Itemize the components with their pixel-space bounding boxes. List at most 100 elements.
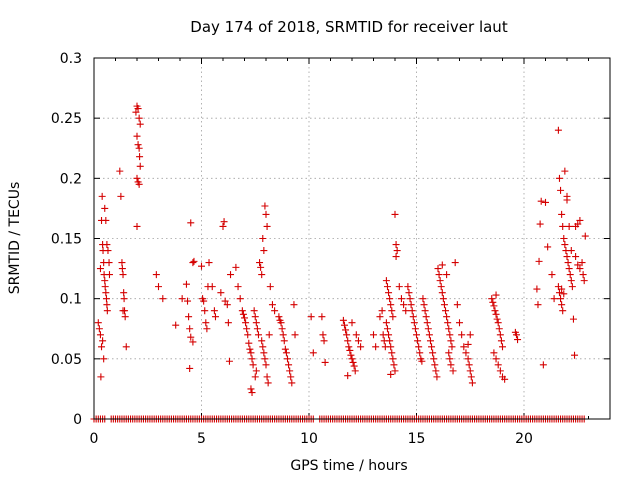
data-point (278, 325, 286, 333)
data-point (378, 307, 386, 315)
data-point (284, 355, 291, 363)
data-point (435, 271, 443, 279)
data-point (576, 216, 584, 224)
data-point (415, 343, 423, 351)
data-point (220, 218, 228, 226)
data-point (118, 265, 126, 273)
data-point (407, 301, 415, 309)
data-point (442, 307, 450, 315)
data-point (393, 247, 401, 255)
data-point (392, 241, 400, 249)
data-point (391, 210, 399, 218)
data-point (557, 186, 565, 194)
data-point (397, 295, 405, 303)
data-point (103, 241, 111, 249)
data-point (533, 285, 541, 293)
y-axis-label: SRMTID / TECUs (7, 182, 23, 295)
data-point (494, 361, 502, 369)
data-point (496, 331, 504, 339)
data-point (97, 373, 105, 381)
data-point (248, 355, 256, 363)
data-point (102, 295, 110, 303)
data-point (537, 197, 545, 205)
data-point (208, 283, 216, 291)
data-point (275, 313, 283, 321)
x-tick-label: 20 (515, 431, 533, 447)
data-point (388, 307, 396, 315)
data-point (574, 261, 582, 269)
data-point (383, 283, 391, 291)
data-point (227, 271, 235, 279)
data-point (187, 219, 195, 227)
data-point (116, 167, 124, 175)
data-point (232, 263, 240, 271)
data-point (256, 259, 264, 267)
data-point (95, 325, 103, 333)
data-point (135, 144, 143, 152)
data-point (257, 263, 265, 271)
data-point (347, 351, 355, 359)
data-point (223, 301, 231, 309)
data-point (535, 257, 543, 265)
data-point (580, 277, 588, 285)
data-point (419, 295, 427, 303)
plot-frame (93, 57, 611, 420)
data-point (385, 289, 393, 297)
data-point (263, 373, 271, 381)
y-tick-label: 0.25 (51, 111, 82, 127)
data-point (339, 316, 347, 324)
data-point (423, 319, 431, 327)
data-point (117, 192, 125, 200)
data-point (560, 290, 568, 298)
data-point (453, 301, 461, 309)
data-point (201, 307, 209, 315)
data-point (501, 375, 509, 383)
data-point (422, 313, 430, 321)
data-point (559, 307, 567, 315)
y-tick-label: 0.2 (60, 171, 82, 187)
data-point (134, 105, 142, 113)
data-point (382, 319, 390, 327)
data-point (189, 338, 197, 346)
data-point (101, 277, 109, 285)
data-point (250, 307, 258, 315)
data-point (494, 319, 502, 327)
data-point (466, 367, 474, 375)
x-tick-label: 0 (90, 431, 99, 447)
data-point (133, 174, 141, 182)
data-point (249, 361, 257, 369)
data-point (343, 331, 351, 339)
data-point (282, 349, 290, 357)
data-point (404, 283, 412, 291)
data-point (460, 343, 468, 351)
data-point (567, 277, 575, 285)
data-point (447, 361, 455, 369)
y-tick-label: 0.05 (51, 352, 82, 368)
data-point (346, 346, 354, 354)
data-point (252, 367, 260, 375)
data-point (445, 325, 453, 333)
data-point (119, 307, 127, 315)
data-point (103, 301, 111, 309)
data-point (565, 265, 573, 273)
data-point (436, 277, 444, 285)
data-point (466, 331, 474, 339)
data-point (263, 222, 271, 230)
data-point (254, 331, 262, 339)
data-point (512, 331, 520, 339)
data-point (539, 361, 547, 369)
data-point (391, 367, 399, 375)
data-point (410, 319, 418, 327)
data-point (576, 265, 584, 273)
data-point (288, 379, 296, 387)
data-point (561, 241, 569, 249)
data-point (574, 220, 582, 228)
x-tick-label: 10 (300, 431, 318, 447)
data-point (425, 331, 433, 339)
data-point (260, 247, 268, 255)
data-point (449, 367, 457, 375)
data-point (468, 379, 476, 387)
data-point (239, 310, 247, 318)
data-point (98, 343, 106, 351)
